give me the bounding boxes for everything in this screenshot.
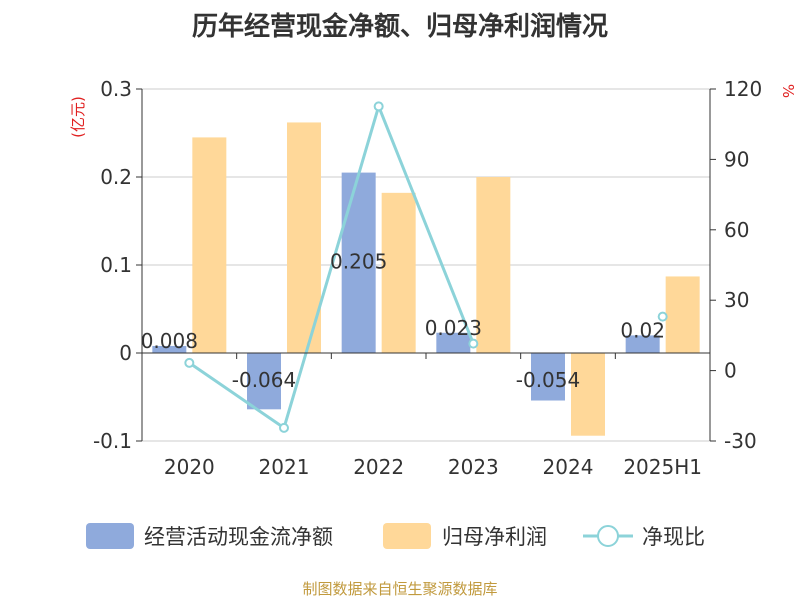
bar-net-profit bbox=[665, 276, 700, 353]
bar-cash-flow bbox=[152, 345, 187, 353]
bar-net-profit bbox=[381, 192, 416, 353]
ratio-point bbox=[468, 338, 479, 349]
data-source-note: 制图数据来自恒生聚源数据库 bbox=[302, 580, 498, 598]
data-label-cash-flow: -0.054 bbox=[516, 368, 580, 392]
axis-layer: 0.3 0.2 0.1 0 -0.1 120 90 60 30 0 -30 (亿元)% 2020 2021… bbox=[69, 77, 797, 479]
bar-cash-flow bbox=[625, 335, 660, 353]
legend-label-cash-flow: 经营活动现金流净额 bbox=[144, 525, 333, 549]
x-tick-label: 2021 bbox=[259, 455, 310, 479]
legend-label-net-profit: 归母净利润 bbox=[442, 525, 547, 549]
y-right-tick-label: 60 bbox=[724, 218, 749, 242]
y-left-tick-label: 0.2 bbox=[100, 165, 132, 189]
x-tick-label: 2023 bbox=[448, 455, 499, 479]
bar-net-profit bbox=[571, 353, 605, 436]
y-right-tick-label: 30 bbox=[724, 288, 749, 312]
y-right-tick-label: -30 bbox=[724, 429, 757, 453]
y-left-tick-label: 0.1 bbox=[100, 253, 132, 277]
bar-cash-flow bbox=[247, 353, 281, 410]
y-right-tick-label: 120 bbox=[724, 77, 762, 101]
y-right-unit: % bbox=[779, 84, 797, 98]
bar-cash-flow bbox=[436, 332, 471, 353]
ratio-point bbox=[657, 311, 668, 322]
y-right-tick-label: 90 bbox=[724, 147, 749, 171]
chart-title: 历年经营现金净额、归母净利润情况 bbox=[191, 12, 608, 42]
legend-label-ratio: 净现比 bbox=[642, 525, 705, 549]
ratio-point bbox=[373, 101, 384, 112]
label-layer: 0.008 -0.064 0.205 0.023 -0.054 0.02 bbox=[141, 250, 665, 392]
data-label-cash-flow: 0.023 bbox=[425, 316, 482, 340]
legend-swatch-net-profit bbox=[383, 523, 431, 549]
bar-cash-flow bbox=[531, 353, 565, 401]
data-label-cash-flow: 0.008 bbox=[141, 329, 198, 353]
x-tick-label: 2024 bbox=[543, 455, 594, 479]
x-tick-label: 2020 bbox=[164, 455, 215, 479]
legend[interactable]: 经营活动现金流净额 归母净利润 净现比 bbox=[86, 523, 705, 549]
y-left-tick-label: -0.1 bbox=[93, 429, 132, 453]
data-label-cash-flow: -0.064 bbox=[232, 368, 296, 392]
line-layer bbox=[184, 101, 668, 433]
y-right-tick-label: 0 bbox=[724, 359, 737, 383]
bar-net-profit bbox=[287, 122, 321, 353]
x-tick-label: 2022 bbox=[353, 455, 404, 479]
y-left-unit: (亿元) bbox=[69, 96, 87, 138]
y-left-tick-label: 0.3 bbox=[100, 77, 132, 101]
ratio-point bbox=[279, 422, 289, 433]
bar-net-profit bbox=[192, 137, 227, 353]
bar-layer bbox=[152, 122, 700, 436]
bar-cash-flow bbox=[341, 172, 376, 353]
data-label-cash-flow: 0.02 bbox=[620, 318, 665, 342]
ratio-line bbox=[188, 101, 475, 431]
y-left-tick-label: 0 bbox=[119, 341, 132, 365]
ratio-point bbox=[184, 357, 195, 368]
x-tick-label: 2025H1 bbox=[623, 455, 702, 479]
grid-layer bbox=[142, 88, 710, 442]
bar-net-profit bbox=[476, 177, 511, 353]
legend-swatch-cash-flow bbox=[86, 523, 134, 549]
legend-marker-ratio bbox=[597, 525, 619, 547]
data-label-cash-flow: 0.205 bbox=[330, 250, 387, 274]
